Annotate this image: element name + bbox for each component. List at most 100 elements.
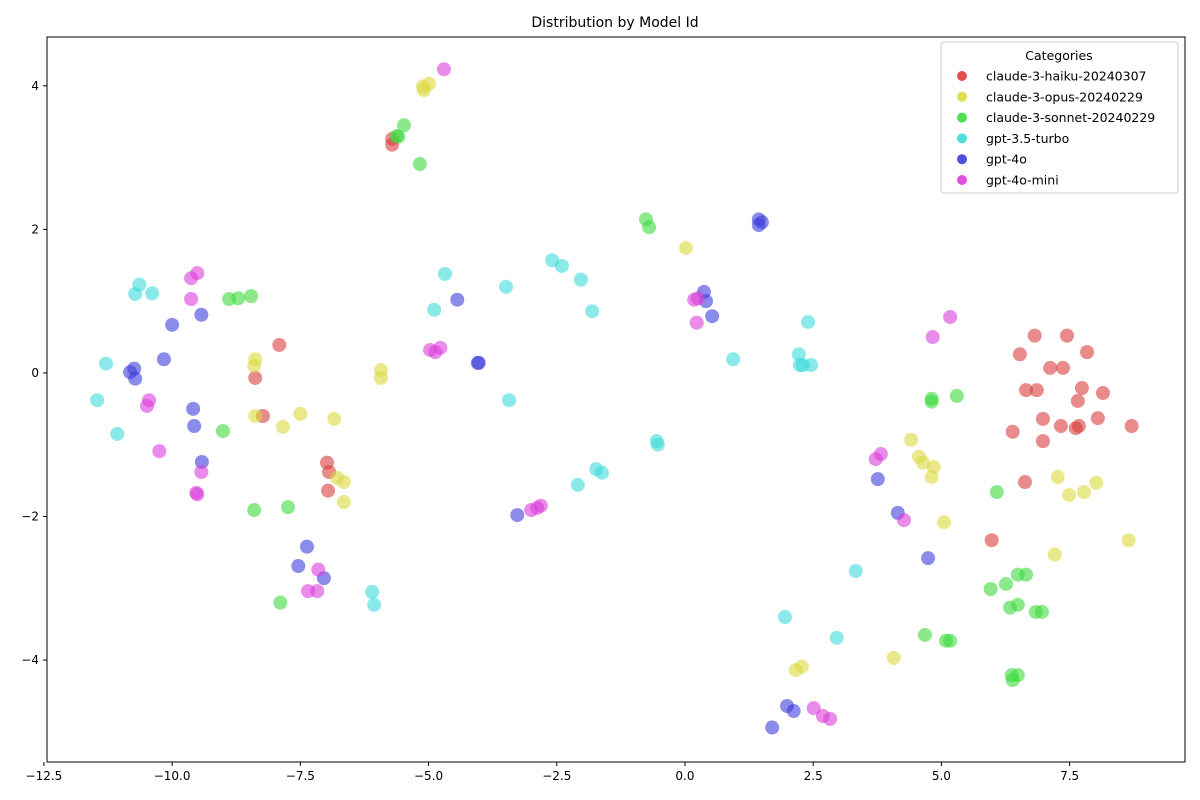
- point-gpt-4o-mini: [194, 465, 209, 479]
- point-claude-3-sonnet-20240229: [1005, 673, 1020, 688]
- point-claude-3-opus-20240229: [1089, 475, 1104, 490]
- point-gpt-3.5-turbo: [502, 393, 517, 408]
- point-gpt-4o-mini: [868, 452, 883, 467]
- point-claude-3-haiku-20240307: [1060, 328, 1075, 343]
- point-gpt-4o-mini: [190, 266, 205, 281]
- point-gpt-3.5-turbo: [367, 597, 382, 612]
- legend-box: [940, 41, 1179, 194]
- point-claude-3-opus-20240229: [248, 409, 263, 424]
- point-claude-3-haiku-20240307: [1071, 419, 1086, 434]
- point-claude-3-haiku-20240307: [1074, 381, 1089, 396]
- point-claude-3-opus-20240229: [679, 241, 694, 256]
- point-gpt-3.5-turbo: [498, 279, 513, 294]
- y-tick-label: 0: [31, 366, 39, 380]
- point-gpt-4o: [194, 307, 209, 322]
- point-gpt-3.5-turbo: [594, 465, 609, 480]
- point-claude-3-haiku-20240307: [984, 533, 999, 548]
- point-gpt-3.5-turbo: [437, 266, 452, 281]
- point-claude-3-opus-20240229: [1050, 470, 1065, 485]
- point-claude-3-opus-20240229: [293, 406, 308, 421]
- point-claude-3-sonnet-20240229: [983, 582, 998, 597]
- point-gpt-4o-mini: [943, 309, 958, 324]
- point-gpt-4o: [291, 559, 306, 574]
- point-claude-3-haiku-20240307: [1043, 360, 1058, 375]
- point-claude-3-sonnet-20240229: [1019, 567, 1034, 582]
- point-gpt-4o: [194, 454, 209, 469]
- point-claude-3-haiku-20240307: [272, 337, 287, 352]
- point-gpt-4o: [921, 551, 936, 566]
- point-claude-3-haiku-20240307: [1090, 411, 1105, 426]
- y-tick-label: −2: [21, 510, 39, 524]
- point-claude-3-haiku-20240307: [1080, 345, 1095, 360]
- point-gpt-4o: [186, 401, 201, 416]
- point-claude-3-haiku-20240307: [1035, 411, 1050, 426]
- point-claude-3-sonnet-20240229: [917, 627, 932, 642]
- x-tick-label: 5.0: [932, 769, 951, 783]
- point-gpt-4o-mini: [184, 292, 199, 307]
- point-claude-3-sonnet-20240229: [396, 118, 411, 133]
- x-tick-label: −10.0: [154, 769, 191, 783]
- y-tick-label: −4: [21, 653, 39, 667]
- legend-marker: [957, 91, 967, 102]
- point-gpt-3.5-turbo: [801, 314, 816, 329]
- point-gpt-4o: [156, 352, 171, 367]
- point-gpt-3.5-turbo: [777, 610, 792, 624]
- point-claude-3-opus-20240229: [794, 659, 809, 674]
- point-gpt-4o: [870, 472, 885, 487]
- point-gpt-3.5-turbo: [427, 302, 442, 317]
- point-claude-3-sonnet-20240229: [273, 595, 288, 610]
- point-claude-3-haiku-20240307: [1017, 475, 1032, 490]
- point-gpt-4o: [705, 309, 720, 324]
- point-claude-3-haiku-20240307: [321, 483, 336, 498]
- point-claude-3-haiku-20240307: [248, 370, 263, 385]
- point-claude-3-sonnet-20240229: [924, 394, 939, 409]
- point-claude-3-sonnet-20240229: [281, 500, 296, 515]
- point-claude-3-sonnet-20240229: [389, 129, 404, 144]
- point-gpt-4o-mini: [436, 62, 451, 77]
- point-claude-3-sonnet-20240229: [999, 576, 1014, 591]
- x-axis: −12.5 −10.0 −7.5 −5.0 −2.5 0.0 2.5 5.0 7.5: [26, 762, 1079, 783]
- point-gpt-4o-mini: [311, 562, 326, 577]
- x-tick-label: −7.5: [286, 769, 315, 783]
- point-gpt-4o-mini: [689, 315, 704, 330]
- point-gpt-3.5-turbo: [110, 426, 125, 441]
- point-gpt-4o: [786, 704, 801, 719]
- point-claude-3-sonnet-20240229: [1034, 604, 1049, 619]
- point-gpt-4o-mini: [310, 584, 325, 599]
- legend-label: gpt-4o: [986, 152, 1027, 167]
- point-claude-3-sonnet-20240229: [231, 291, 246, 306]
- chart-title: Distribution by Model Id: [531, 15, 698, 31]
- point-gpt-4o-mini: [190, 487, 205, 502]
- y-axis: −4 −2 0 2 4: [21, 79, 47, 667]
- point-claude-3-haiku-20240307: [1070, 393, 1085, 408]
- legend-marker: [957, 133, 967, 144]
- point-claude-3-opus-20240229: [275, 419, 290, 434]
- point-claude-3-sonnet-20240229: [943, 633, 958, 648]
- point-gpt-3.5-turbo: [573, 272, 588, 287]
- point-gpt-3.5-turbo: [98, 356, 113, 371]
- point-claude-3-haiku-20240307: [1019, 383, 1034, 398]
- point-claude-3-haiku-20240307: [1035, 434, 1050, 449]
- point-claude-3-sonnet-20240229: [215, 424, 230, 439]
- point-gpt-3.5-turbo: [128, 286, 143, 301]
- point-gpt-4o-mini: [140, 398, 155, 413]
- point-gpt-3.5-turbo: [795, 358, 810, 373]
- point-claude-3-opus-20240229: [336, 495, 351, 510]
- point-gpt-4o: [165, 317, 180, 332]
- point-gpt-4o-mini: [690, 291, 705, 306]
- point-gpt-3.5-turbo: [848, 564, 863, 579]
- point-gpt-4o-mini: [433, 340, 448, 355]
- point-claude-3-opus-20240229: [373, 370, 388, 385]
- legend-label: claude-3-opus-20240229: [986, 89, 1143, 104]
- point-gpt-3.5-turbo: [829, 630, 844, 645]
- point-claude-3-opus-20240229: [924, 470, 939, 485]
- legend-label: claude-3-haiku-20240307: [986, 69, 1147, 84]
- point-claude-3-opus-20240229: [1062, 487, 1077, 502]
- point-claude-3-sonnet-20240229: [989, 485, 1004, 500]
- point-claude-3-haiku-20240307: [1055, 360, 1070, 375]
- point-claude-3-opus-20240229: [1121, 533, 1136, 548]
- point-claude-3-haiku-20240307: [1053, 419, 1068, 434]
- point-claude-3-sonnet-20240229: [412, 157, 427, 172]
- point-gpt-4o: [128, 371, 143, 386]
